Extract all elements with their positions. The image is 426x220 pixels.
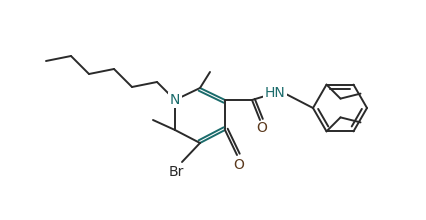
Text: HN: HN [265, 86, 285, 100]
Text: O: O [256, 121, 268, 135]
Text: Br: Br [168, 165, 184, 179]
Text: N: N [170, 93, 180, 107]
Text: O: O [233, 158, 245, 172]
